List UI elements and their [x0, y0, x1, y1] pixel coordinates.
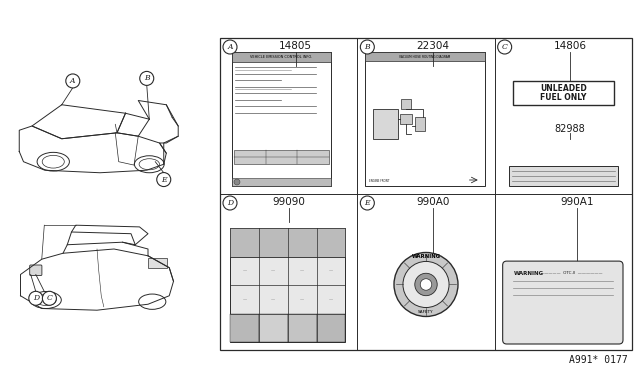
Bar: [415, 117, 426, 131]
Text: C: C: [502, 43, 508, 51]
Text: —: —: [329, 297, 333, 301]
Text: —: —: [243, 269, 246, 273]
Text: B: B: [365, 43, 370, 51]
Text: VACUUM HOSE ROUTING DIAGRAM: VACUUM HOSE ROUTING DIAGRAM: [399, 55, 451, 58]
Bar: [230, 314, 259, 342]
Circle shape: [415, 273, 437, 296]
Text: 82988: 82988: [555, 124, 586, 134]
Circle shape: [394, 253, 458, 317]
Bar: [365, 52, 484, 61]
Bar: [259, 314, 287, 342]
Circle shape: [157, 173, 171, 186]
Circle shape: [223, 40, 237, 54]
Text: D: D: [33, 294, 39, 302]
Bar: [148, 257, 166, 268]
Circle shape: [420, 279, 432, 290]
Bar: [234, 150, 329, 164]
Bar: [365, 52, 484, 186]
Circle shape: [140, 71, 154, 86]
FancyBboxPatch shape: [29, 265, 42, 276]
Text: —: —: [300, 269, 304, 273]
Bar: [232, 52, 331, 186]
Text: E: E: [365, 199, 370, 207]
Text: SAFETY: SAFETY: [418, 310, 434, 314]
Bar: [232, 52, 331, 62]
Bar: [287, 314, 317, 342]
Bar: [232, 178, 331, 186]
Text: C: C: [47, 294, 52, 302]
Bar: [509, 166, 618, 186]
Text: 14806: 14806: [554, 41, 587, 51]
Bar: [317, 314, 346, 342]
Circle shape: [403, 262, 449, 308]
Bar: [373, 109, 398, 139]
Text: B: B: [144, 74, 150, 83]
Text: WARNING: WARNING: [412, 254, 440, 259]
Text: FUEL ONLY: FUEL ONLY: [540, 93, 586, 102]
Text: A: A: [70, 77, 76, 85]
Text: —: —: [300, 297, 304, 301]
Circle shape: [234, 179, 240, 185]
Text: E: E: [161, 176, 166, 183]
Text: 990A1: 990A1: [560, 197, 594, 207]
Bar: [220, 38, 632, 350]
Text: —: —: [329, 269, 333, 273]
Circle shape: [42, 291, 56, 305]
Bar: [230, 228, 346, 257]
Text: 99090: 99090: [272, 197, 305, 207]
Text: A991* 0177: A991* 0177: [569, 355, 628, 365]
Text: A: A: [227, 43, 233, 51]
Text: ENGINE FRONT: ENGINE FRONT: [369, 179, 390, 183]
Circle shape: [498, 40, 511, 54]
Circle shape: [360, 40, 374, 54]
Text: D: D: [227, 199, 233, 207]
Text: —: —: [271, 269, 275, 273]
Bar: [401, 99, 412, 109]
Text: 14805: 14805: [279, 41, 312, 51]
Text: 990A0: 990A0: [416, 197, 449, 207]
Text: VEHICLE EMISSION CONTROL INFO.: VEHICLE EMISSION CONTROL INFO.: [250, 55, 312, 59]
Text: —: —: [271, 297, 275, 301]
Text: WARNING: WARNING: [514, 270, 544, 276]
Text: —: —: [243, 297, 246, 301]
Text: UNLEADED: UNLEADED: [540, 84, 587, 93]
FancyBboxPatch shape: [502, 261, 623, 344]
Circle shape: [223, 196, 237, 210]
Text: 22304: 22304: [417, 41, 449, 51]
Bar: [230, 228, 346, 342]
Circle shape: [29, 291, 43, 305]
Circle shape: [360, 196, 374, 210]
Text: —————  OTC-II  ——————: ————— OTC-II ——————: [540, 271, 602, 275]
Circle shape: [66, 74, 80, 88]
Bar: [401, 114, 412, 124]
Bar: [513, 81, 614, 105]
